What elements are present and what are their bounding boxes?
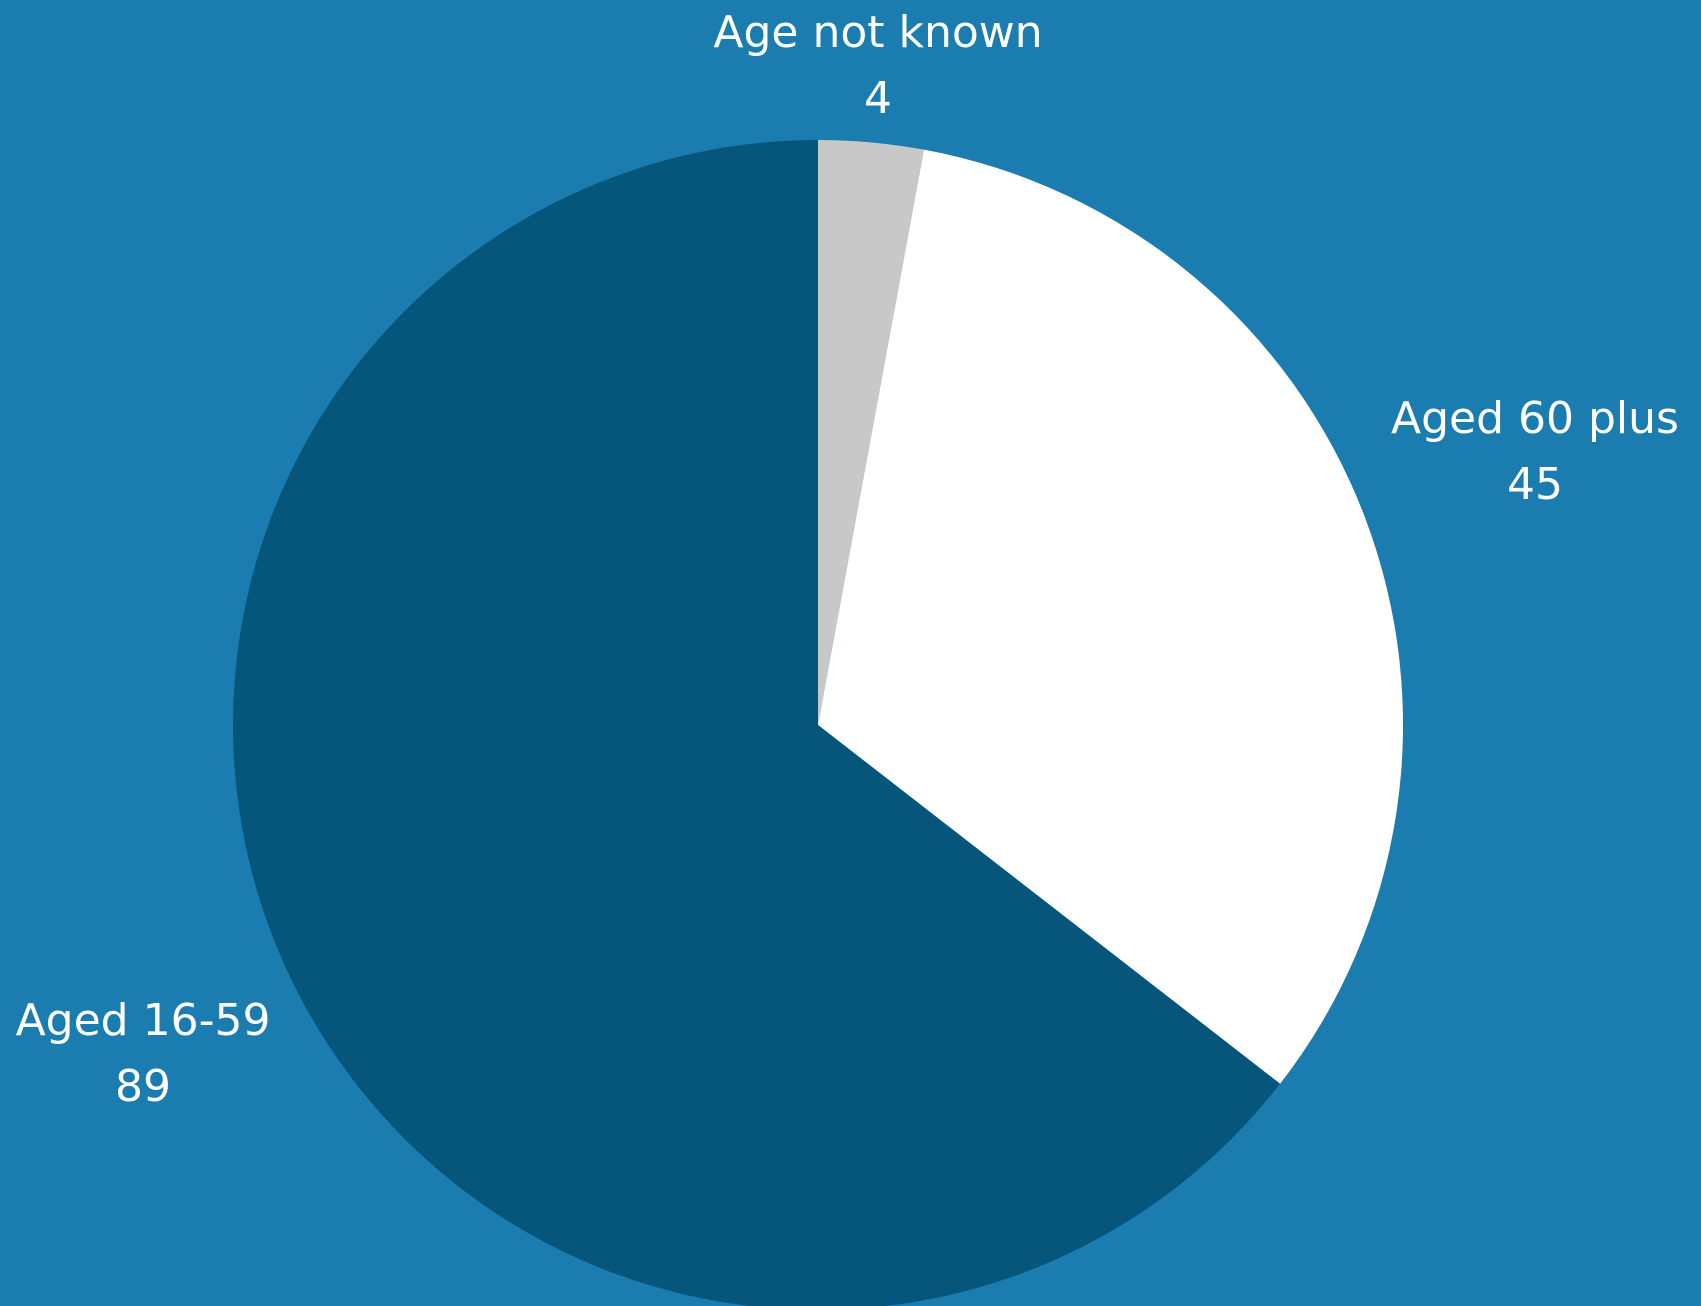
slice-label-value: 89 <box>115 1061 171 1112</box>
slice-label-name: Age not known <box>713 7 1043 58</box>
slice-label-aged-60-plus: Aged 60 plus 45 <box>1391 386 1679 518</box>
slice-label-aged-16-59: Aged 16-59 89 <box>16 988 271 1120</box>
pie-slice-aged-16-59 <box>233 140 1281 1306</box>
slice-label-value: 4 <box>863 73 892 124</box>
slice-label-value: 45 <box>1507 459 1563 510</box>
pie-slice-age-not-known <box>818 140 924 725</box>
slice-label-name: Aged 60 plus <box>1391 393 1679 444</box>
slice-group <box>233 140 1403 1306</box>
slice-label-age-not-known: Age not known 4 <box>713 0 1042 132</box>
pie-slice-aged-60-plus <box>818 149 1403 1084</box>
slice-label-name: Aged 16-59 <box>15 995 271 1046</box>
